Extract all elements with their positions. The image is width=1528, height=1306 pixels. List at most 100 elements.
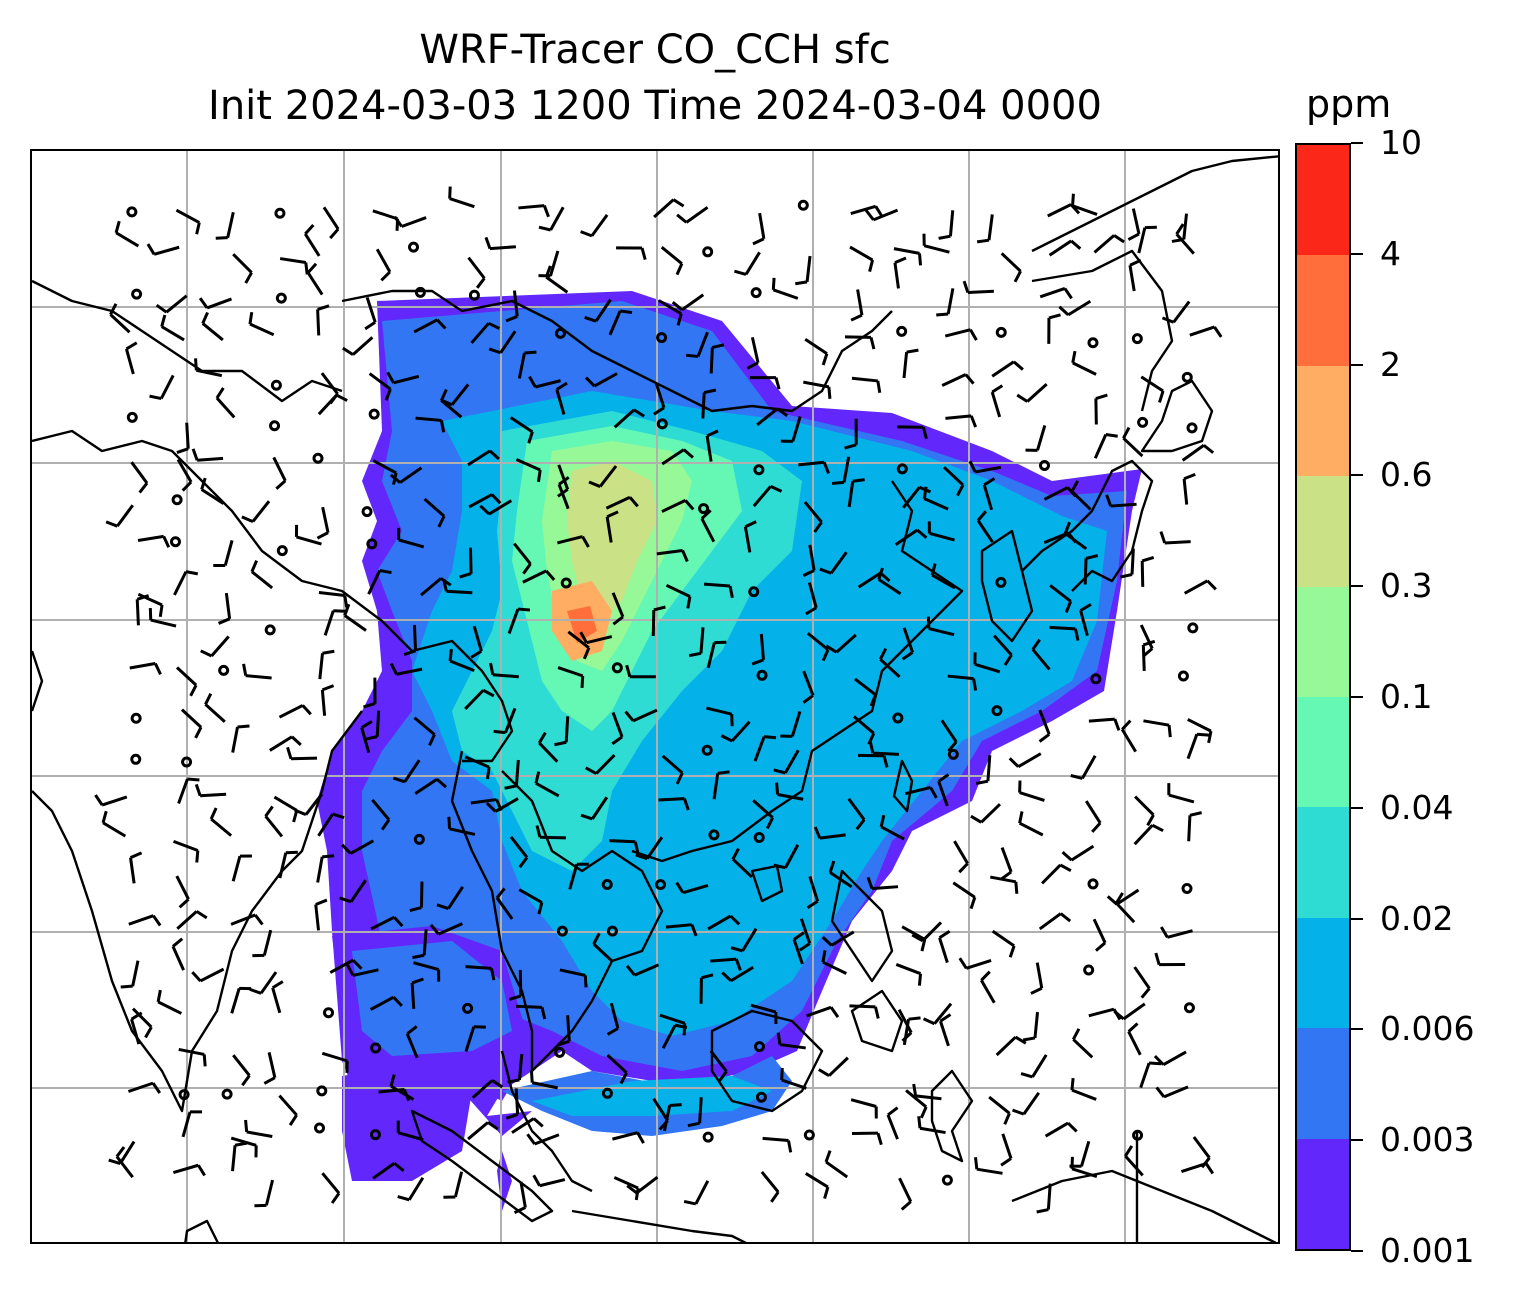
wind-barb [744, 251, 761, 276]
wind-barb-flag [969, 415, 978, 428]
wind-barb-flag [189, 684, 198, 697]
wind-barb [398, 538, 425, 549]
wind-barb [1026, 383, 1048, 403]
wind-barb [849, 245, 874, 262]
wind-barb-flag [1183, 472, 1196, 481]
wind-barb [204, 703, 226, 723]
wind-barb-flag [335, 393, 348, 402]
wind-barb-flag [894, 256, 907, 265]
wind-barb [513, 542, 532, 565]
wind-barb [1183, 579, 1209, 595]
wind-barb-flag [1018, 811, 1024, 824]
wind-barb [390, 1084, 415, 1101]
wind-barb [710, 957, 737, 963]
wind-barb-flag [1066, 1121, 1078, 1133]
wind-barb-flag [263, 1076, 276, 1085]
wind-barb-flag [304, 262, 309, 275]
wind-barb [467, 256, 486, 280]
wind-barb-flag [286, 746, 293, 760]
wind-barb [318, 653, 324, 680]
wind-barb-flag [975, 779, 989, 786]
wind-barb [944, 328, 971, 338]
wind-barb [1133, 966, 1151, 990]
wind-barb-flag [360, 720, 373, 729]
wind-barb [538, 741, 559, 763]
wind-barb [980, 803, 1001, 824]
wind-barb-flag [866, 876, 874, 890]
wind-barb-flag [775, 782, 780, 795]
coastline-segment [32, 429, 514, 763]
coastline-segment [1011, 1131, 1277, 1242]
wind-barb-flag [114, 220, 121, 234]
wind-barb [942, 466, 965, 487]
wind-barb [1120, 728, 1137, 753]
wind-barb-flag [1070, 774, 1083, 780]
wind-barb [317, 813, 334, 837]
wind-barb-flag [1204, 1162, 1215, 1175]
calm-wind-circle [748, 586, 760, 598]
plume-contour [352, 941, 512, 1056]
wind-barb [595, 753, 616, 775]
wind-barb [231, 1145, 237, 1172]
wind-barb [945, 414, 972, 420]
wind-barb [1122, 1002, 1146, 1021]
wind-barb-flag [684, 499, 695, 511]
wind-barb [705, 435, 713, 462]
wind-barb [902, 486, 921, 509]
calm-wind-circle [995, 576, 1007, 588]
wind-barb-flag [392, 996, 403, 1007]
wind-barb-flag [437, 515, 446, 528]
wind-barb [825, 1160, 849, 1179]
wind-barb-flag [633, 408, 645, 418]
colorbar-tick-label: 10 [1380, 123, 1422, 162]
wind-barb [1131, 208, 1141, 235]
coastline-segment [930, 1069, 974, 1163]
wind-barb-flag [730, 946, 743, 953]
wind-barb [1083, 558, 1088, 585]
wind-barb [488, 499, 513, 516]
wind-barb [176, 910, 198, 930]
colorbar-segment [1297, 1138, 1349, 1249]
wind-barb [449, 197, 475, 209]
wind-barb-flag [828, 860, 836, 873]
wind-barb [1038, 709, 1051, 735]
wind-barb [803, 380, 830, 389]
calm-wind-circle [1183, 1002, 1195, 1014]
wind-barb [1115, 902, 1136, 924]
wind-barb [613, 408, 635, 429]
wind-barb [535, 379, 561, 389]
calm-wind-circle [1087, 878, 1099, 890]
wind-barb [990, 391, 1002, 418]
wind-barb [316, 856, 324, 883]
wind-barb-flag [918, 253, 923, 266]
wind-barb [534, 1133, 560, 1146]
wind-barb [116, 504, 134, 528]
wind-barb [661, 754, 684, 775]
wind-barb [232, 253, 253, 274]
wind-barb-flag [1022, 1036, 1036, 1042]
wind-barb [987, 214, 994, 241]
wind-barb [698, 1097, 703, 1124]
wind-barb-flag [700, 509, 712, 520]
coastline-segment [850, 989, 904, 1053]
wind-barb-flag [526, 1133, 536, 1145]
wind-barb-flag [936, 312, 949, 317]
wind-barb-flag [244, 271, 253, 284]
coastline-segment [631, 480, 964, 863]
wind-barb [850, 1098, 877, 1108]
wind-barb-flag [507, 1078, 520, 1084]
calm-wind-circle [264, 624, 276, 636]
wind-barb-flag [448, 648, 453, 662]
wind-barb-flag [1142, 639, 1156, 647]
wind-barb [511, 1117, 535, 1134]
calm-wind-circle [171, 494, 183, 506]
wind-barb [611, 711, 624, 738]
wind-barb [1018, 821, 1044, 837]
wind-barb [296, 535, 322, 546]
wind-barb [393, 374, 420, 385]
wind-barb-flag [435, 778, 448, 789]
wind-barb [612, 1131, 638, 1141]
wind-barb-flag [628, 496, 639, 508]
wind-barb [1141, 644, 1146, 671]
wind-barb [653, 198, 675, 219]
